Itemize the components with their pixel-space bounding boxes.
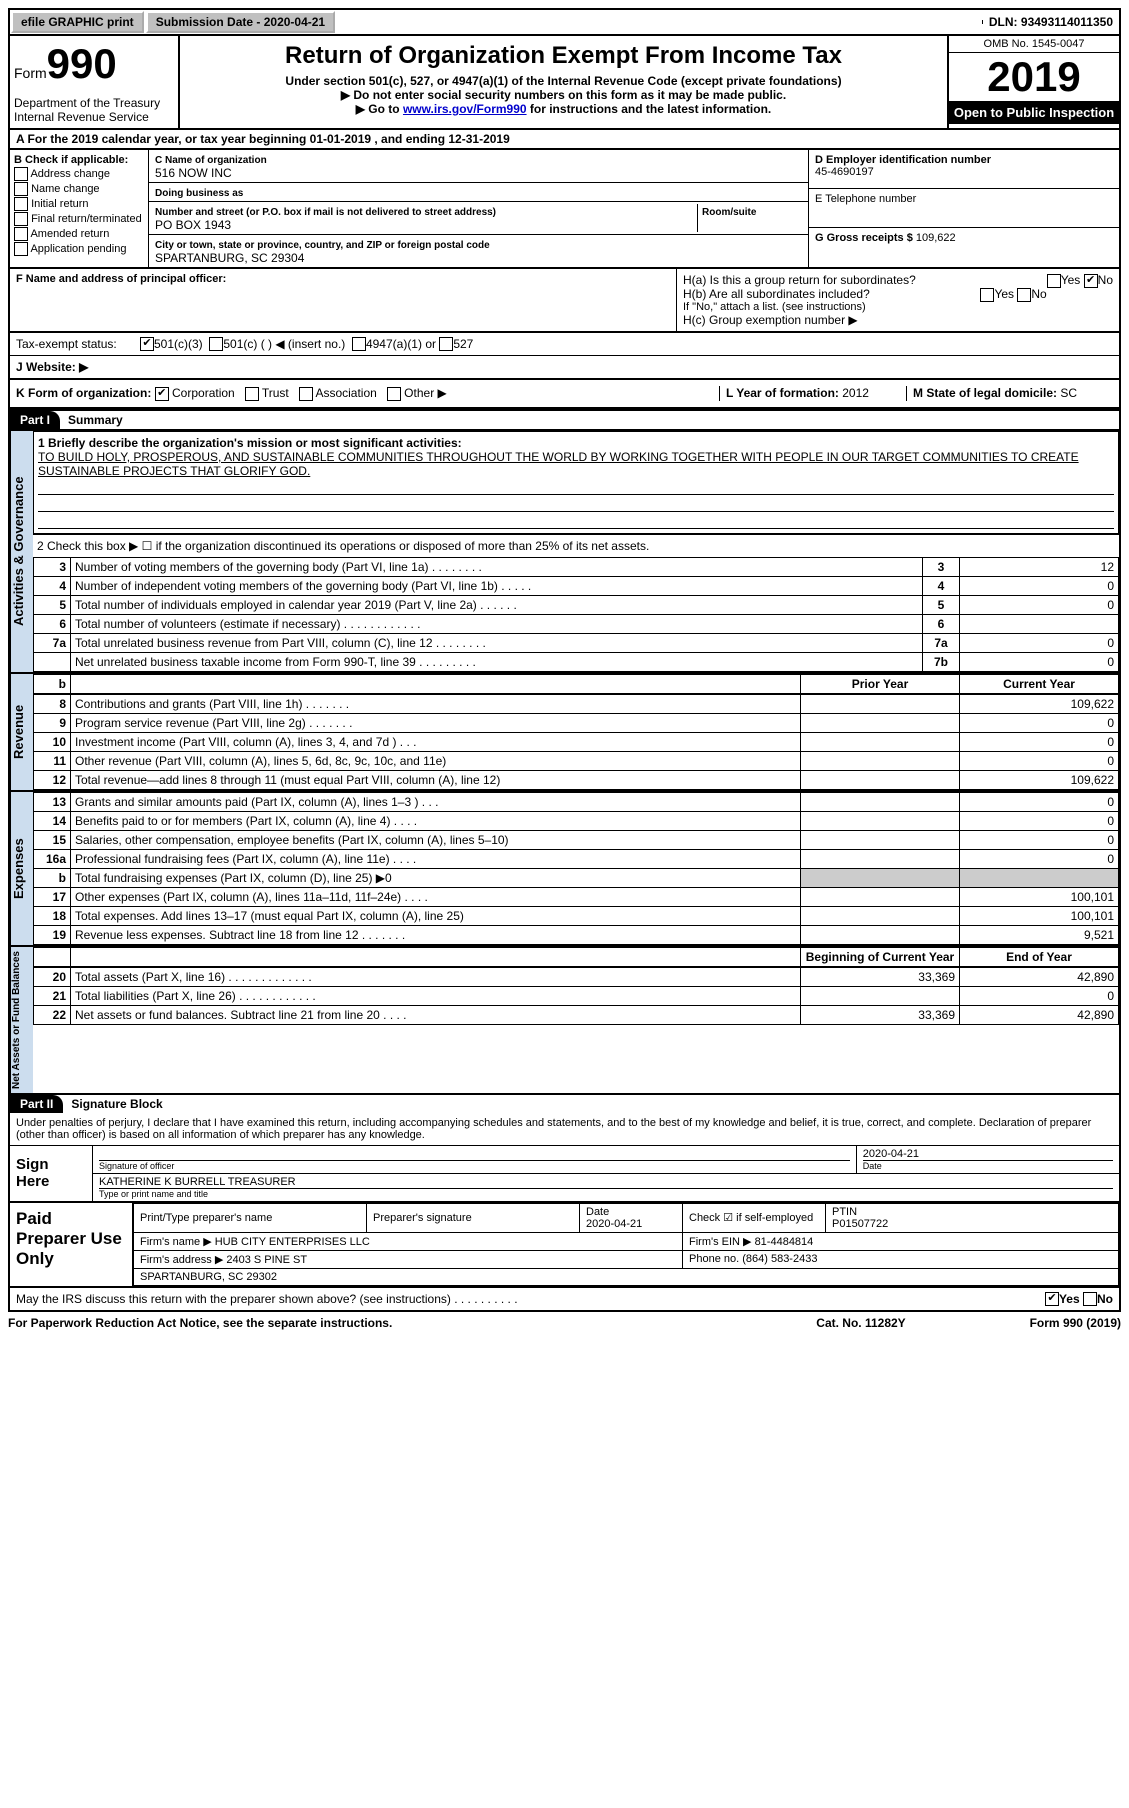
part-1-tag: Part I <box>10 411 60 429</box>
instructions-link[interactable]: www.irs.gov/Form990 <box>403 102 527 116</box>
telephone-label: E Telephone number <box>815 193 916 205</box>
prior-year-header: Prior Year <box>801 674 960 693</box>
form-header: Form990 Department of the Treasury Inter… <box>8 34 1121 130</box>
end-year-header: End of Year <box>960 947 1119 966</box>
side-label-netassets: Net Assets or Fund Balances <box>10 947 33 1093</box>
org-name-label: C Name of organization <box>155 155 267 166</box>
tax-year: 2019 <box>949 53 1119 101</box>
address-value: PO BOX 1943 <box>155 218 231 232</box>
preparer-name-label: Print/Type preparer's name <box>134 1203 367 1232</box>
org-name: 516 NOW INC <box>155 166 232 180</box>
open-to-public-label: Open to Public Inspection <box>949 101 1119 124</box>
line-2-checkbox: 2 Check this box ▶ ☐ if the organization… <box>33 534 1119 557</box>
h-c-exemption: H(c) Group exemption number ▶ <box>683 313 1113 327</box>
mission-label: 1 Briefly describe the organization's mi… <box>38 436 462 450</box>
sig-date: 2020-04-21 <box>863 1148 919 1160</box>
address-label: Number and street (or P.O. box if mail i… <box>155 207 496 218</box>
side-label-revenue: Revenue <box>10 674 33 790</box>
preparer-sig-label: Preparer's signature <box>367 1203 580 1232</box>
paperwork-notice: For Paperwork Reduction Act Notice, see … <box>8 1316 761 1330</box>
submission-date-button[interactable]: Submission Date - 2020-04-21 <box>146 11 335 33</box>
paid-preparer-label: Paid Preparer Use Only <box>10 1203 133 1286</box>
firm-phone: (864) 583-2433 <box>742 1253 817 1265</box>
part-2-tag: Part II <box>10 1095 63 1113</box>
firm-address-2: SPARTANBURG, SC 29302 <box>134 1268 1119 1285</box>
self-employed-check: Check ☑ if self-employed <box>683 1203 826 1232</box>
top-bar: efile GRAPHIC print Submission Date - 20… <box>8 8 1121 34</box>
officer-name: KATHERINE K BURRELL TREASURER <box>99 1176 296 1188</box>
dba-label: Doing business as <box>155 188 243 199</box>
website-row: J Website: ▶ <box>8 356 1121 380</box>
city-label: City or town, state or province, country… <box>155 240 490 251</box>
beginning-year-header: Beginning of Current Year <box>801 947 960 966</box>
sign-here-label: Sign Here <box>10 1146 93 1201</box>
h-a-group-return: H(a) Is this a group return for subordin… <box>683 273 1113 287</box>
h-b-subordinates: H(b) Are all subordinates included? Yes … <box>683 287 1113 301</box>
firm-address-1: 2403 S PINE ST <box>226 1254 307 1266</box>
form-subtitle-3: ▶ Go to www.irs.gov/Form990 for instruct… <box>186 102 941 116</box>
form-subtitle-1: Under section 501(c), 527, or 4947(a)(1)… <box>186 74 941 88</box>
principal-officer-label: F Name and address of principal officer: <box>16 273 226 285</box>
part-1-title: Summary <box>60 413 123 427</box>
part-2-title: Signature Block <box>63 1097 162 1111</box>
omb-number: OMB No. 1545-0047 <box>949 36 1119 53</box>
sig-officer-label: Signature of officer <box>99 1160 850 1171</box>
form-footer: Form 990 (2019) <box>961 1316 1121 1330</box>
department-label: Department of the Treasury Internal Reve… <box>14 96 174 124</box>
gross-receipts-label: G Gross receipts $ <box>815 232 916 244</box>
irs-discuss-row: May the IRS discuss this return with the… <box>8 1288 1121 1312</box>
current-year-header: Current Year <box>960 674 1119 693</box>
gross-receipts-value: 109,622 <box>916 232 956 244</box>
dln-label: DLN: 93493114011350 <box>983 13 1119 31</box>
ein-value: 45-4690197 <box>815 166 874 178</box>
mission-text: TO BUILD HOLY, PROSPEROUS, AND SUSTAINAB… <box>38 450 1079 478</box>
ein-label: D Employer identification number <box>815 154 991 166</box>
room-label: Room/suite <box>702 207 756 218</box>
row-a-tax-year: A For the 2019 calendar year, or tax yea… <box>8 130 1121 150</box>
firm-name: HUB CITY ENTERPRISES LLC <box>215 1236 370 1248</box>
city-value: SPARTANBURG, SC 29304 <box>155 251 304 265</box>
form-subtitle-2: ▶ Do not enter social security numbers o… <box>186 88 941 102</box>
preparer-date: 2020-04-21 <box>586 1218 642 1230</box>
firm-ein: 81-4484814 <box>755 1236 814 1248</box>
form-word: Form <box>14 65 47 81</box>
row-k-form-org: K Form of organization: Corporation Trus… <box>8 380 1121 409</box>
box-b-check-applicable: B Check if applicable: Address change Na… <box>10 150 149 267</box>
side-label-expenses: Expenses <box>10 792 33 945</box>
form-title: Return of Organization Exempt From Incom… <box>186 42 941 70</box>
side-label-activities: Activities & Governance <box>10 431 33 672</box>
h-b-note: If "No," attach a list. (see instruction… <box>683 301 1113 313</box>
ptin-value: P01507722 <box>832 1218 888 1230</box>
form-number: 990 <box>47 40 117 87</box>
cat-no: Cat. No. 11282Y <box>761 1316 961 1330</box>
signature-declaration: Under penalties of perjury, I declare th… <box>10 1113 1119 1146</box>
tax-exempt-status-row: Tax-exempt status: 501(c)(3) 501(c) ( ) … <box>8 333 1121 356</box>
efile-print-button[interactable]: efile GRAPHIC print <box>11 11 144 33</box>
